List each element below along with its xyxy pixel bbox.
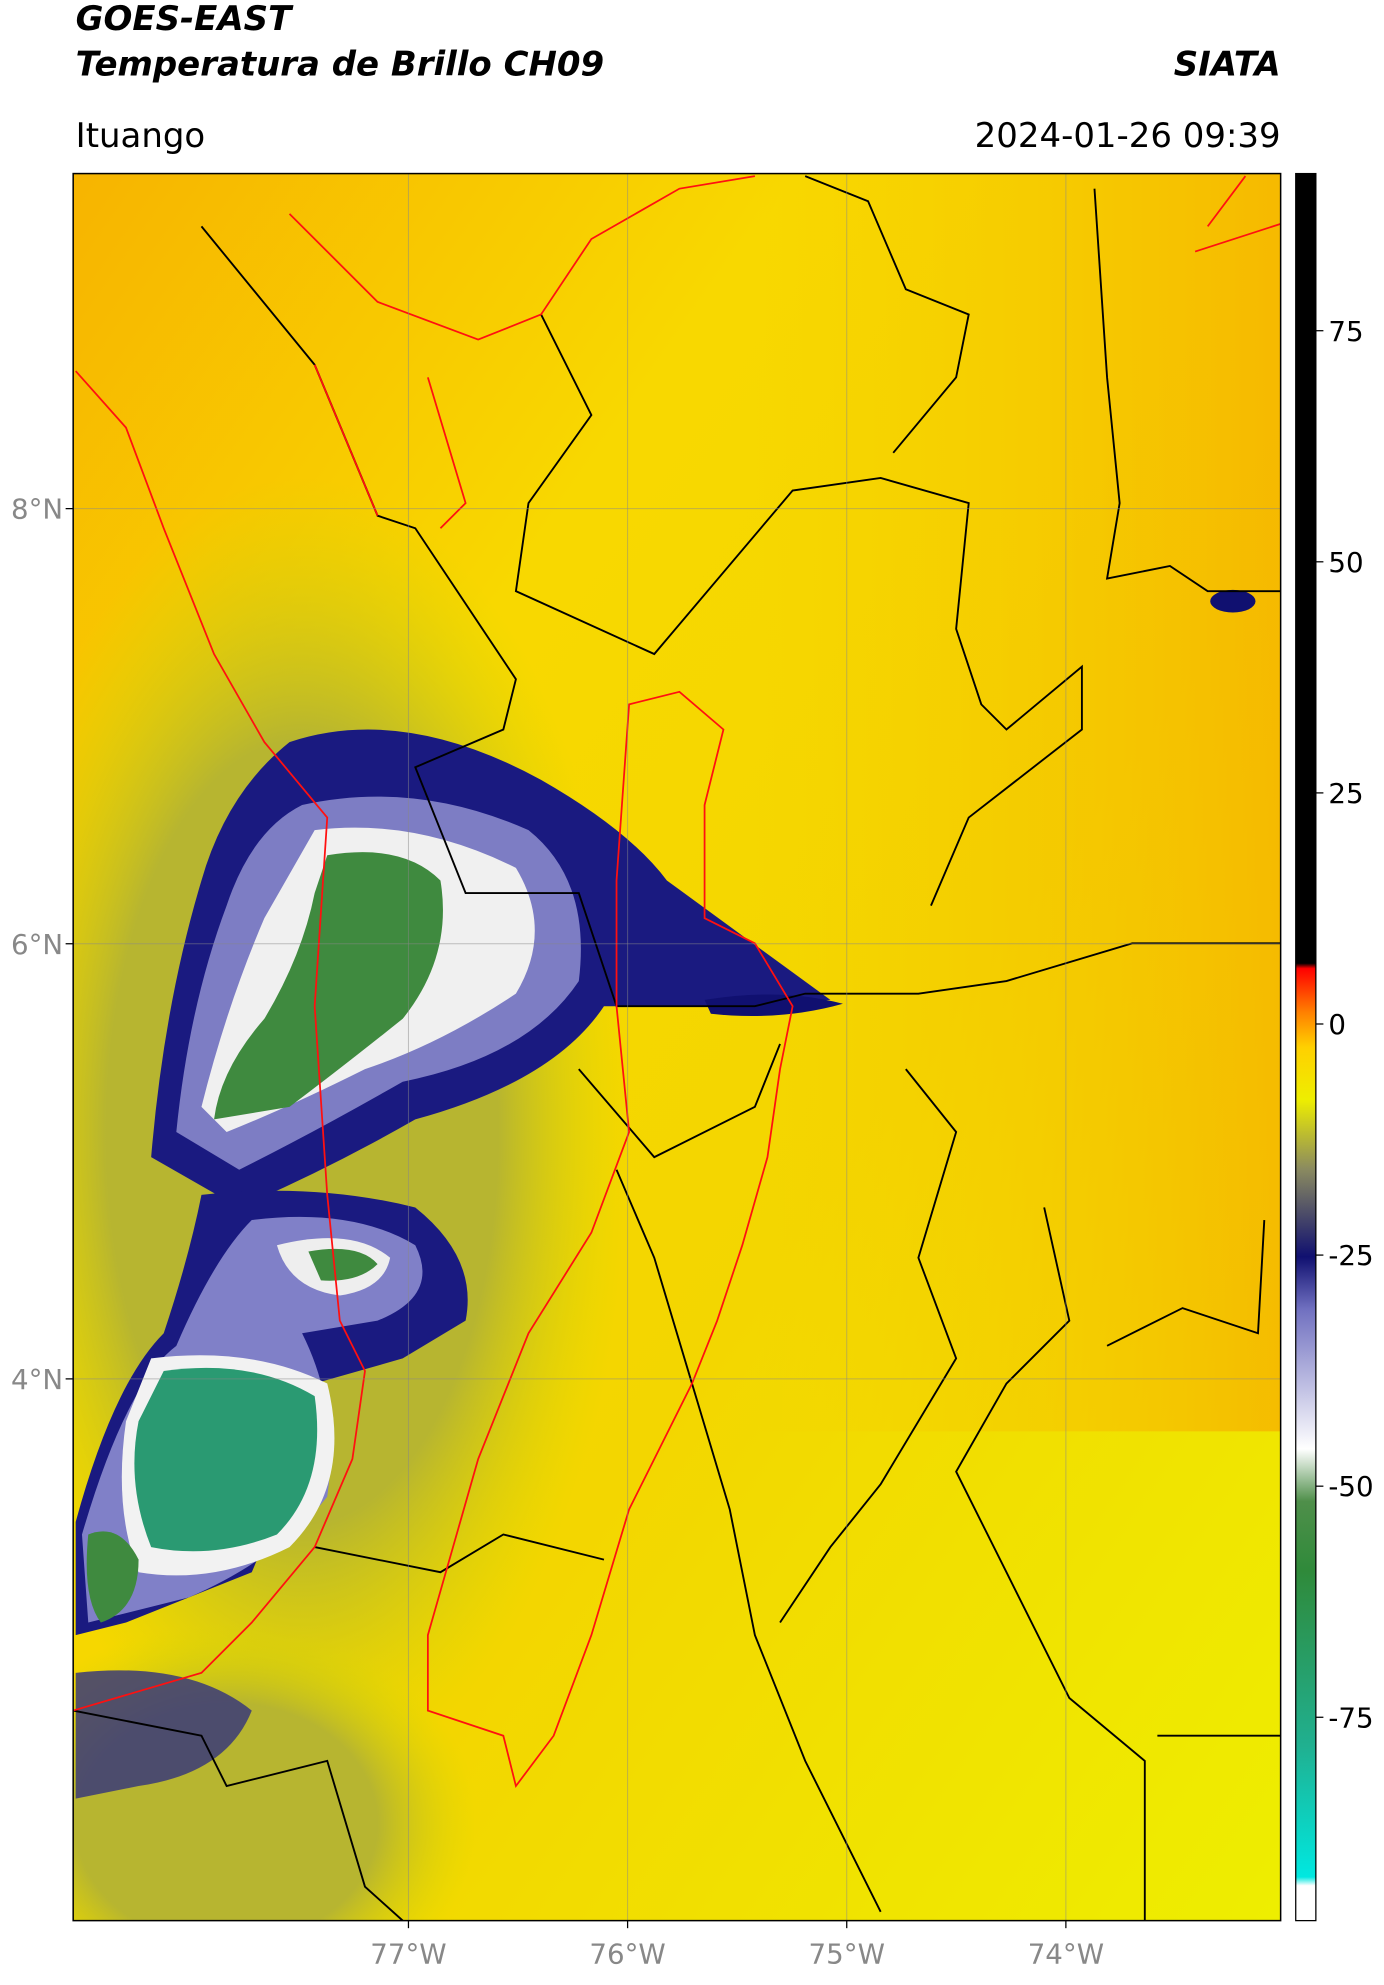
colorbar-tick-label: 25 [1328,777,1363,810]
grid [73,173,1281,1921]
x-tick-label: 76°W [589,1937,665,1970]
colorbar [1295,172,1317,1922]
location: Ituango [76,116,206,156]
x-tick-label: 74°W [1028,1937,1104,1970]
colorbar-tick-label: 0 [1328,1008,1346,1041]
colorbar-tick-label: 50 [1328,546,1363,579]
colorbar-tick-label: -75 [1328,1701,1373,1734]
datetime: 2024-01-26 09:39 [975,116,1281,156]
y-tick-label: 6°N [11,928,63,961]
organization: SIATA [1174,44,1281,84]
map-image [73,173,1281,1921]
x-tick-label: 77°W [370,1937,446,1970]
y-tick-label: 4°N [11,1363,63,1396]
y-tick-label: 8°N [11,493,63,526]
x-tick-label: 75°W [809,1937,885,1970]
subtitle: Temperatura de Brillo CH09 [76,44,604,84]
colorbar-tick-label: -50 [1328,1470,1373,1503]
map-frame [72,172,1282,1922]
colorbar-tick-label: -25 [1328,1239,1373,1272]
colorbar-tick-label: 75 [1328,315,1363,348]
title: GOES-EAST [76,0,294,39]
